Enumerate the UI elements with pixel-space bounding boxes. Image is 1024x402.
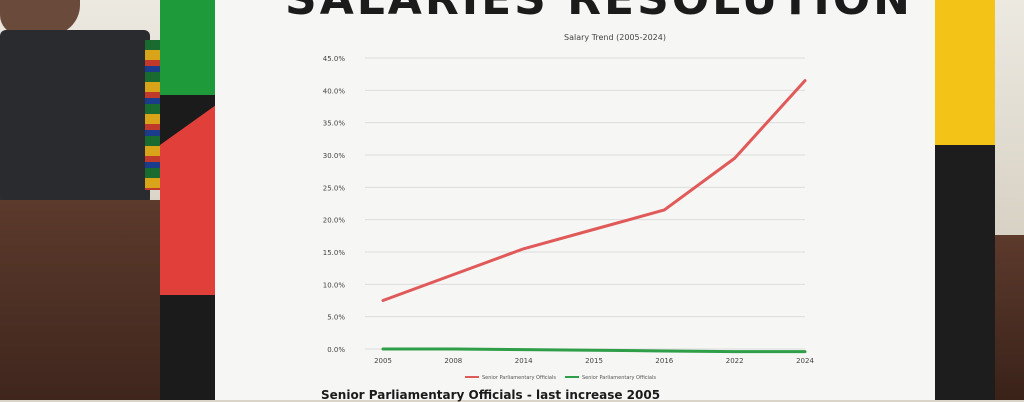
y-tick-label: 0.0% (327, 346, 345, 354)
chart-panel: SALARIES RESOLUTION Salary Trend (2005-2… (215, 0, 935, 402)
x-tick-label: 2008 (444, 357, 462, 365)
y-tick-label: 40.0% (323, 87, 346, 95)
board-black-stripe (930, 145, 995, 400)
x-tick-label: 2016 (655, 357, 673, 365)
salary-line-chart: 0.0% 5.0% 10.0% 15.0% 20.0% 25.0% 30.0% 35.0% 40… (323, 55, 815, 381)
y-tick-label: 5.0% (327, 314, 345, 322)
headline: SALARIES RESOLUTION (285, 0, 910, 25)
y-tick-label: 30.0% (323, 152, 346, 160)
y-tick-label: 20.0% (323, 217, 346, 225)
y-tick-label: 25.0% (323, 184, 346, 192)
wooden-desk (0, 200, 190, 400)
chart-title: Salary Trend (2005-2024) (564, 33, 666, 42)
y-tick-label: 15.0% (323, 249, 346, 257)
series-line (381, 347, 807, 354)
y-tick-label: 10.0% (323, 281, 346, 289)
person-arm (0, 0, 80, 35)
y-tick-label: 35.0% (323, 120, 346, 128)
x-tick-label: 2015 (585, 357, 603, 365)
x-tick-label: 2022 (726, 357, 744, 365)
legend-label: Senior Parliamentary Officials (582, 375, 656, 381)
x-tick-label: 2014 (515, 357, 533, 365)
caption: Senior Parliamentary Officials - last in… (321, 388, 661, 402)
x-tick-label: 2024 (796, 357, 814, 365)
board-yellow-stripe (930, 0, 995, 145)
x-tick-label: 2005 (374, 357, 392, 365)
legend-label: Senior Parliamentary Officials (482, 375, 556, 381)
presentation-board: SALARIES RESOLUTION Salary Trend (2005-2… (160, 0, 995, 402)
laptop (0, 30, 150, 205)
y-tick-label: 45.0% (323, 55, 346, 63)
series-line (381, 79, 807, 302)
